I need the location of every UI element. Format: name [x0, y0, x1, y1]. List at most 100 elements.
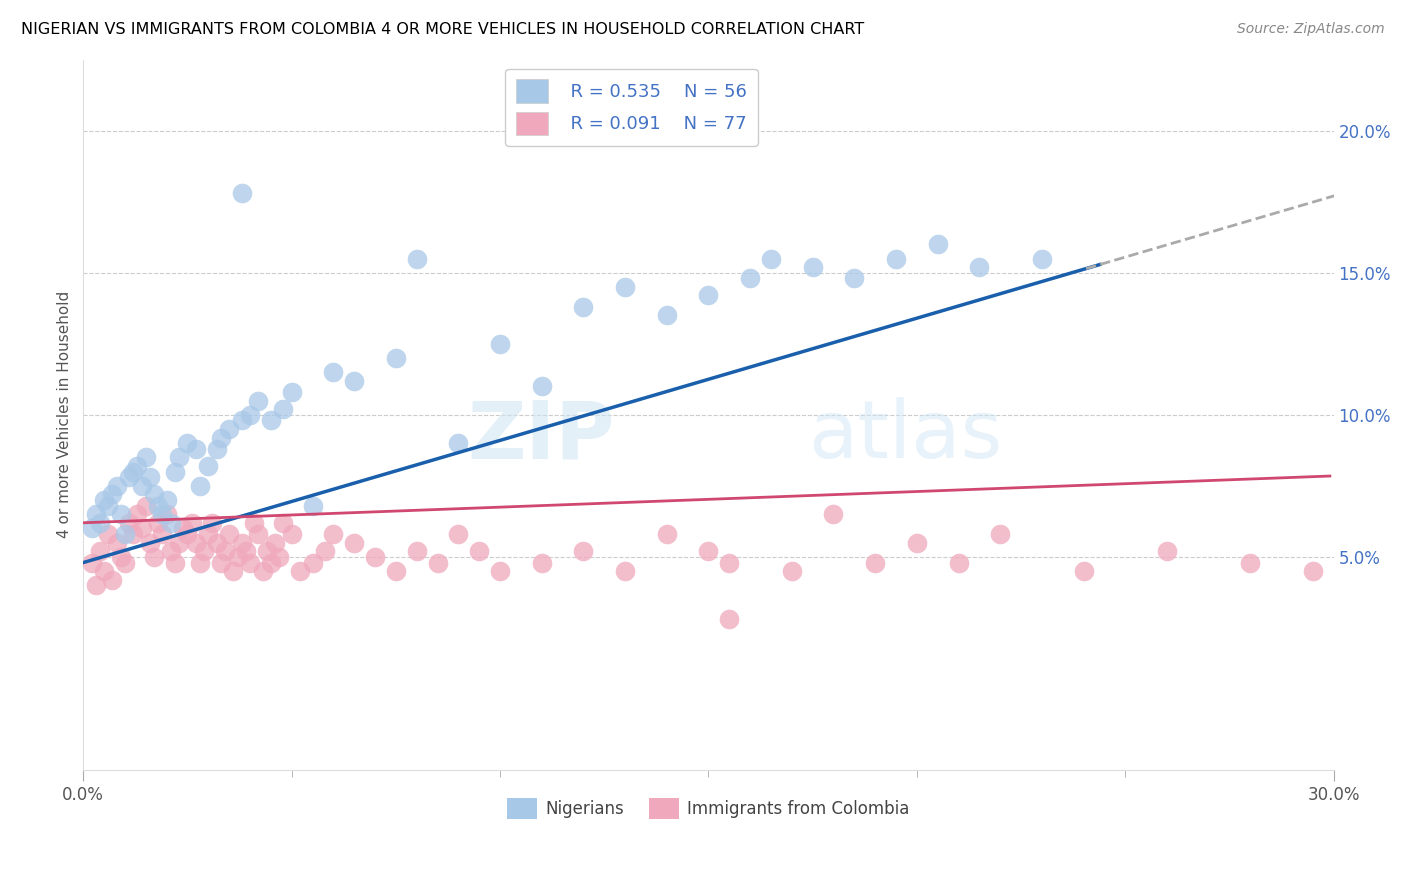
Point: [84, 508, 107, 522]
Point: [655, 527, 678, 541]
Point: [231, 413, 253, 427]
Point: [718, 612, 741, 626]
Point: [863, 556, 886, 570]
Point: [205, 442, 228, 456]
Point: [114, 527, 136, 541]
Point: [97, 499, 120, 513]
Point: [209, 556, 232, 570]
Point: [218, 422, 240, 436]
Point: [572, 544, 595, 558]
Point: [260, 413, 283, 427]
Point: [135, 450, 157, 465]
Point: [256, 544, 278, 558]
Point: [927, 237, 949, 252]
Point: [884, 252, 907, 266]
Point: [167, 535, 190, 549]
Point: [152, 508, 174, 522]
Point: [135, 499, 157, 513]
Point: [222, 564, 245, 578]
Point: [697, 288, 720, 302]
Point: [269, 549, 291, 564]
Point: [156, 508, 179, 522]
Point: [163, 465, 186, 479]
Point: [226, 549, 249, 564]
Point: [759, 252, 782, 266]
Point: [101, 573, 124, 587]
Point: [301, 499, 323, 513]
Point: [97, 527, 120, 541]
Point: [969, 260, 991, 274]
Point: [530, 556, 553, 570]
Point: [247, 393, 270, 408]
Point: [948, 556, 970, 570]
Point: [163, 556, 186, 570]
Point: [176, 436, 198, 450]
Point: [740, 271, 762, 285]
Point: [127, 458, 149, 473]
Point: [614, 280, 637, 294]
Point: [322, 527, 344, 541]
Point: [239, 556, 262, 570]
Point: [118, 470, 141, 484]
Point: [180, 516, 202, 530]
Point: [205, 535, 228, 549]
Point: [197, 527, 219, 541]
Point: [89, 544, 111, 558]
Point: [273, 402, 295, 417]
Point: [823, 508, 845, 522]
Point: [209, 431, 232, 445]
Point: [447, 527, 470, 541]
Point: [614, 564, 637, 578]
Point: [1156, 544, 1178, 558]
Point: [280, 527, 302, 541]
Point: [697, 544, 720, 558]
Point: [322, 365, 344, 379]
Point: [247, 527, 270, 541]
Point: [239, 408, 262, 422]
Point: [252, 564, 274, 578]
Point: [167, 450, 190, 465]
Point: [235, 544, 257, 558]
Point: [188, 479, 211, 493]
Point: [148, 516, 170, 530]
Point: [214, 544, 236, 558]
Point: [405, 544, 427, 558]
Point: [264, 535, 287, 549]
Point: [152, 527, 174, 541]
Point: [139, 535, 162, 549]
Point: [780, 564, 803, 578]
Point: [89, 516, 111, 530]
Point: [572, 300, 595, 314]
Point: [143, 549, 166, 564]
Point: [93, 564, 115, 578]
Point: [385, 351, 408, 365]
Point: [1239, 556, 1261, 570]
Point: [172, 521, 194, 535]
Point: [110, 508, 132, 522]
Point: [101, 487, 124, 501]
Point: [489, 564, 512, 578]
Text: atlas: atlas: [808, 397, 1002, 475]
Point: [122, 465, 145, 479]
Point: [273, 516, 295, 530]
Point: [193, 544, 215, 558]
Point: [288, 564, 311, 578]
Point: [159, 544, 181, 558]
Point: [343, 374, 366, 388]
Point: [201, 516, 224, 530]
Point: [314, 544, 336, 558]
Point: [655, 309, 678, 323]
Point: [131, 479, 153, 493]
Point: [364, 549, 387, 564]
Point: [447, 436, 470, 450]
Point: [231, 535, 253, 549]
Point: [159, 516, 181, 530]
Point: [489, 336, 512, 351]
Point: [197, 458, 219, 473]
Point: [530, 379, 553, 393]
Point: [184, 442, 207, 456]
Point: [1302, 564, 1324, 578]
Point: [143, 487, 166, 501]
Point: [105, 535, 128, 549]
Point: [468, 544, 491, 558]
